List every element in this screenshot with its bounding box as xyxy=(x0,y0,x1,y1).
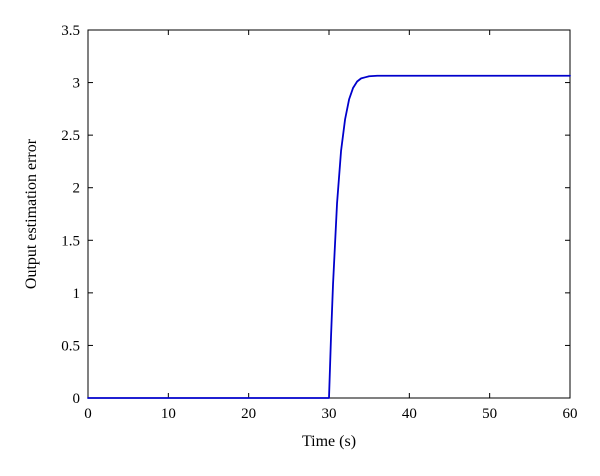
y-tick-label: 0 xyxy=(73,391,81,407)
y-tick-label: 2 xyxy=(73,181,81,197)
x-axis-label: Time (s) xyxy=(302,433,356,450)
y-tick-label: 3 xyxy=(73,76,81,92)
y-tick-label: 3.5 xyxy=(61,23,80,39)
y-tick-label: 2.5 xyxy=(61,128,80,144)
x-tick-label: 20 xyxy=(241,406,256,422)
x-tick-label: 0 xyxy=(84,406,92,422)
y-tick-label: 1 xyxy=(73,286,81,302)
x-tick-label: 10 xyxy=(161,406,176,422)
y-tick-label: 1.5 xyxy=(61,233,80,249)
y-axis-label: Output estimation error xyxy=(23,138,40,289)
x-tick-label: 40 xyxy=(402,406,417,422)
y-axis-ticks: 0 0.5 1 1.5 2 2.5 3 3.5 xyxy=(61,23,570,407)
series-line xyxy=(87,74,571,399)
y-tick-label: 0.5 xyxy=(61,338,80,354)
x-tick-label: 60 xyxy=(563,406,578,422)
x-axis-ticks: 0 10 20 30 40 50 60 xyxy=(84,30,578,422)
x-tick-label: 50 xyxy=(482,406,497,422)
plot-frame xyxy=(87,29,571,399)
x-tick-label: 30 xyxy=(322,406,337,422)
